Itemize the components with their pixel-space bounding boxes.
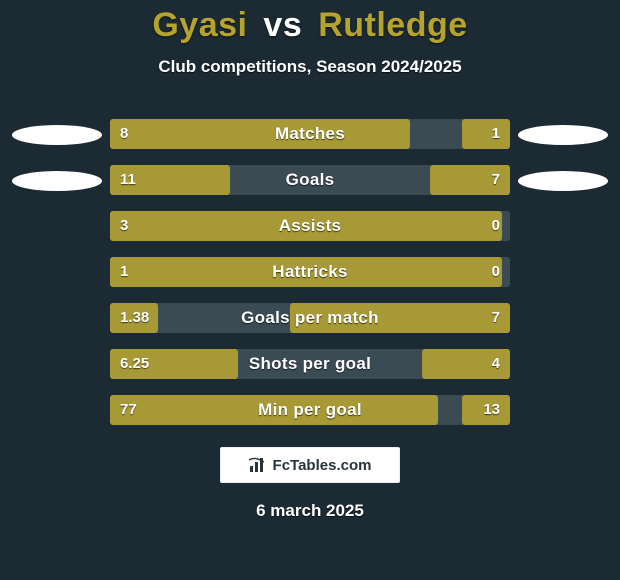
- player2-badge: [518, 171, 608, 191]
- footer-date: 6 march 2025: [0, 501, 620, 521]
- stat-bar-track: Hattricks10: [110, 257, 510, 287]
- stat-bar-fill-right: [462, 395, 510, 425]
- stat-rows: Matches81 Goals117 Assists30 Hattricks10 Goa…: [0, 111, 620, 433]
- stat-bar-fill-right: [462, 119, 510, 149]
- subtitle: Club competitions, Season 2024/2025: [0, 57, 620, 77]
- stat-row: Matches81: [0, 111, 620, 157]
- stat-bar-track: Goals per match1.387: [110, 303, 510, 333]
- stat-bar-fill-left: [110, 119, 410, 149]
- stat-bar-fill-right: [290, 303, 510, 333]
- stat-bar-fill-left: [110, 303, 158, 333]
- player1-badge: [12, 171, 102, 191]
- stat-bar-fill-right: [422, 349, 510, 379]
- stat-row: Goals per match1.387: [0, 295, 620, 341]
- stat-row: Shots per goal6.254: [0, 341, 620, 387]
- stat-bar-track: Shots per goal6.254: [110, 349, 510, 379]
- title-player2: Rutledge: [318, 6, 467, 44]
- footer-logo-text: FcTables.com: [273, 457, 372, 474]
- comparison-card: Gyasi vs Rutledge Club competitions, Sea…: [0, 0, 620, 580]
- player2-badge: [518, 125, 608, 145]
- stat-bar-fill-left: [110, 257, 502, 287]
- stat-bar-fill-left: [110, 165, 230, 195]
- page-title: Gyasi vs Rutledge: [0, 6, 620, 45]
- stat-row: Hattricks10: [0, 249, 620, 295]
- stat-row: Assists30: [0, 203, 620, 249]
- stat-bar-track: Matches81: [110, 119, 510, 149]
- player1-badge: [12, 125, 102, 145]
- stat-bar-fill-right: [430, 165, 510, 195]
- stat-bar-fill-left: [110, 395, 438, 425]
- stat-bar-track: Goals117: [110, 165, 510, 195]
- bars-icon: [249, 457, 267, 473]
- stat-bar-track: Assists30: [110, 211, 510, 241]
- title-vs: vs: [257, 6, 308, 44]
- stat-row: Goals117: [0, 157, 620, 203]
- stat-bar-fill-left: [110, 349, 238, 379]
- stat-bar-fill-left: [110, 211, 502, 241]
- stat-row: Min per goal7713: [0, 387, 620, 433]
- footer-logo: FcTables.com: [220, 447, 400, 483]
- stat-bar-track: Min per goal7713: [110, 395, 510, 425]
- title-player1: Gyasi: [152, 6, 247, 44]
